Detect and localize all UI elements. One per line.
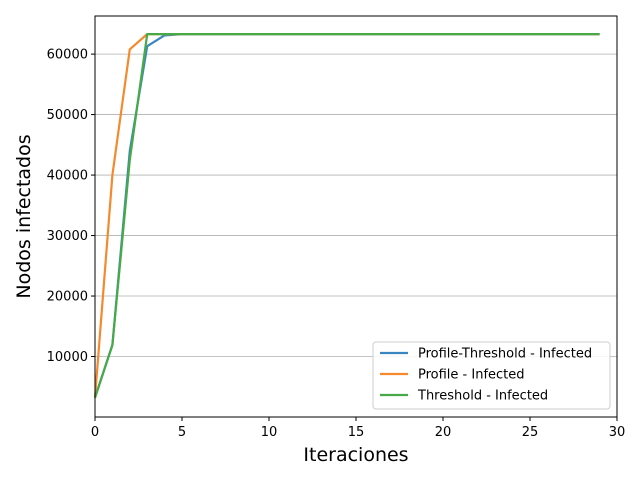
x-tick-label-2: 10 bbox=[261, 425, 278, 440]
series-line-2 bbox=[93, 33, 600, 398]
x-tick-label-1: 5 bbox=[178, 425, 186, 440]
y-tick-label-5: 60000 bbox=[47, 48, 88, 63]
x-axis-label: Iteraciones bbox=[303, 444, 408, 466]
x-tick-label-5: 25 bbox=[522, 425, 539, 440]
x-tick-label-6: 30 bbox=[609, 425, 626, 440]
y-axis-label: Nodos infectados bbox=[13, 134, 35, 298]
legend-label-0: Profile-Threshold - Infected bbox=[418, 347, 592, 362]
y-tick-label-4: 50000 bbox=[47, 108, 88, 123]
grid-lines bbox=[95, 53, 617, 357]
legend-box bbox=[372, 341, 611, 410]
y-tick-label-3: 40000 bbox=[47, 169, 88, 184]
legend: Profile-Threshold - Infected Profile - In… bbox=[372, 341, 611, 410]
x-axis-ticks: 0 5 10 15 20 25 30 bbox=[91, 417, 625, 440]
y-tick-label-0: 10000 bbox=[47, 350, 88, 365]
legend-label-2: Threshold - Infected bbox=[417, 389, 548, 404]
y-tick-label-2: 30000 bbox=[47, 229, 88, 244]
series-lines bbox=[93, 33, 600, 398]
x-tick-label-0: 0 bbox=[91, 425, 99, 440]
x-tick-label-3: 15 bbox=[348, 425, 365, 440]
x-tick-label-4: 20 bbox=[435, 425, 452, 440]
y-axis-ticks: 10000 20000 30000 40000 50000 60000 bbox=[47, 48, 95, 365]
y-tick-label-1: 20000 bbox=[47, 290, 88, 305]
legend-label-1: Profile - Infected bbox=[418, 368, 525, 383]
